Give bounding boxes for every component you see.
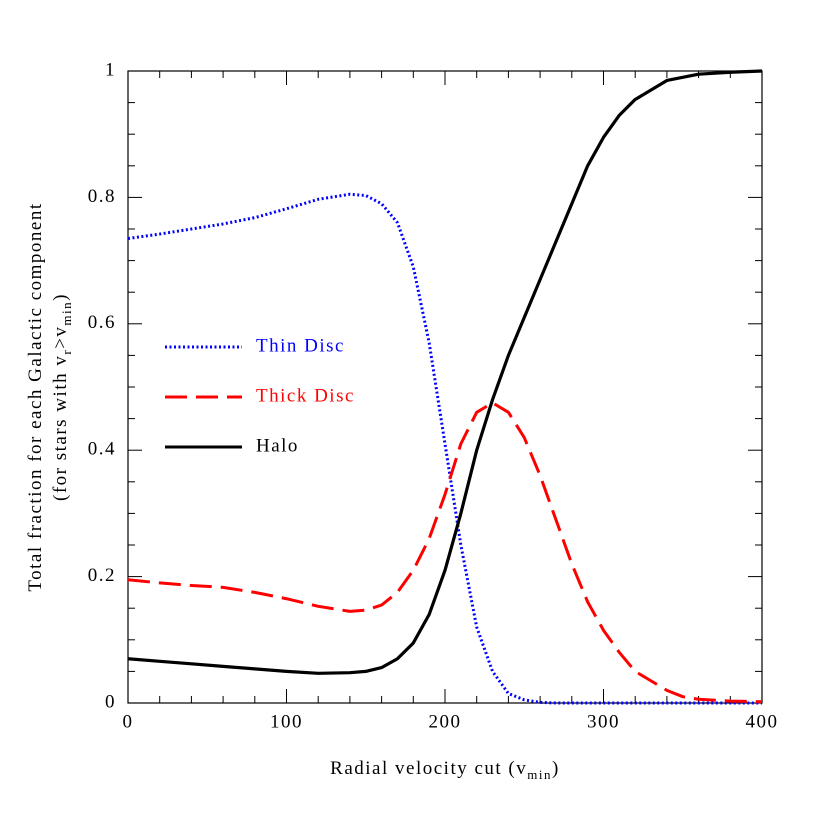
- label-part: (for stars with v: [50, 355, 71, 501]
- y-tick-label: 0.8: [88, 186, 116, 207]
- legend-label: Halo: [256, 435, 299, 456]
- series-line: [127, 69, 763, 675]
- y-tick-label: 0: [105, 691, 116, 712]
- x-tick-label: 100: [270, 711, 303, 732]
- series-line: [127, 192, 762, 705]
- label-part: Total fraction for each Galactic compone…: [25, 202, 46, 591]
- subscript: min: [527, 767, 552, 782]
- axis-label: Total fraction for each Galactic compone…: [25, 202, 46, 591]
- label-part: Radial velocity cut (v: [330, 758, 527, 779]
- label-part: ): [552, 758, 560, 779]
- y-tick-label: 0.4: [88, 439, 116, 460]
- label-part: >v: [50, 326, 71, 349]
- subscript: r: [59, 349, 74, 355]
- label-part: ): [50, 293, 71, 301]
- axis-label: (for stars with vr>vmin): [50, 293, 74, 501]
- y-tick-label: 1: [105, 59, 116, 80]
- x-tick-label: 0: [123, 711, 134, 732]
- plot-frame: [127, 70, 763, 704]
- legend-label: Thick Disc: [256, 385, 355, 406]
- x-tick-label: 300: [587, 711, 620, 732]
- x-tick-label: 200: [429, 711, 462, 732]
- x-tick-label: 400: [746, 711, 779, 732]
- legend-label: Thin Disc: [256, 335, 345, 356]
- series-line: [127, 401, 763, 704]
- subscript: min: [59, 301, 74, 326]
- y-tick-label: 0.2: [88, 565, 116, 586]
- y-tick-label: 0.6: [88, 312, 116, 333]
- axis-label: Radial velocity cut (vmin): [330, 758, 560, 782]
